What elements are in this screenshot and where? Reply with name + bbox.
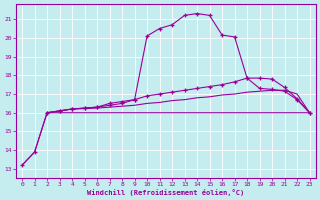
- X-axis label: Windchill (Refroidissement éolien,°C): Windchill (Refroidissement éolien,°C): [87, 189, 244, 196]
